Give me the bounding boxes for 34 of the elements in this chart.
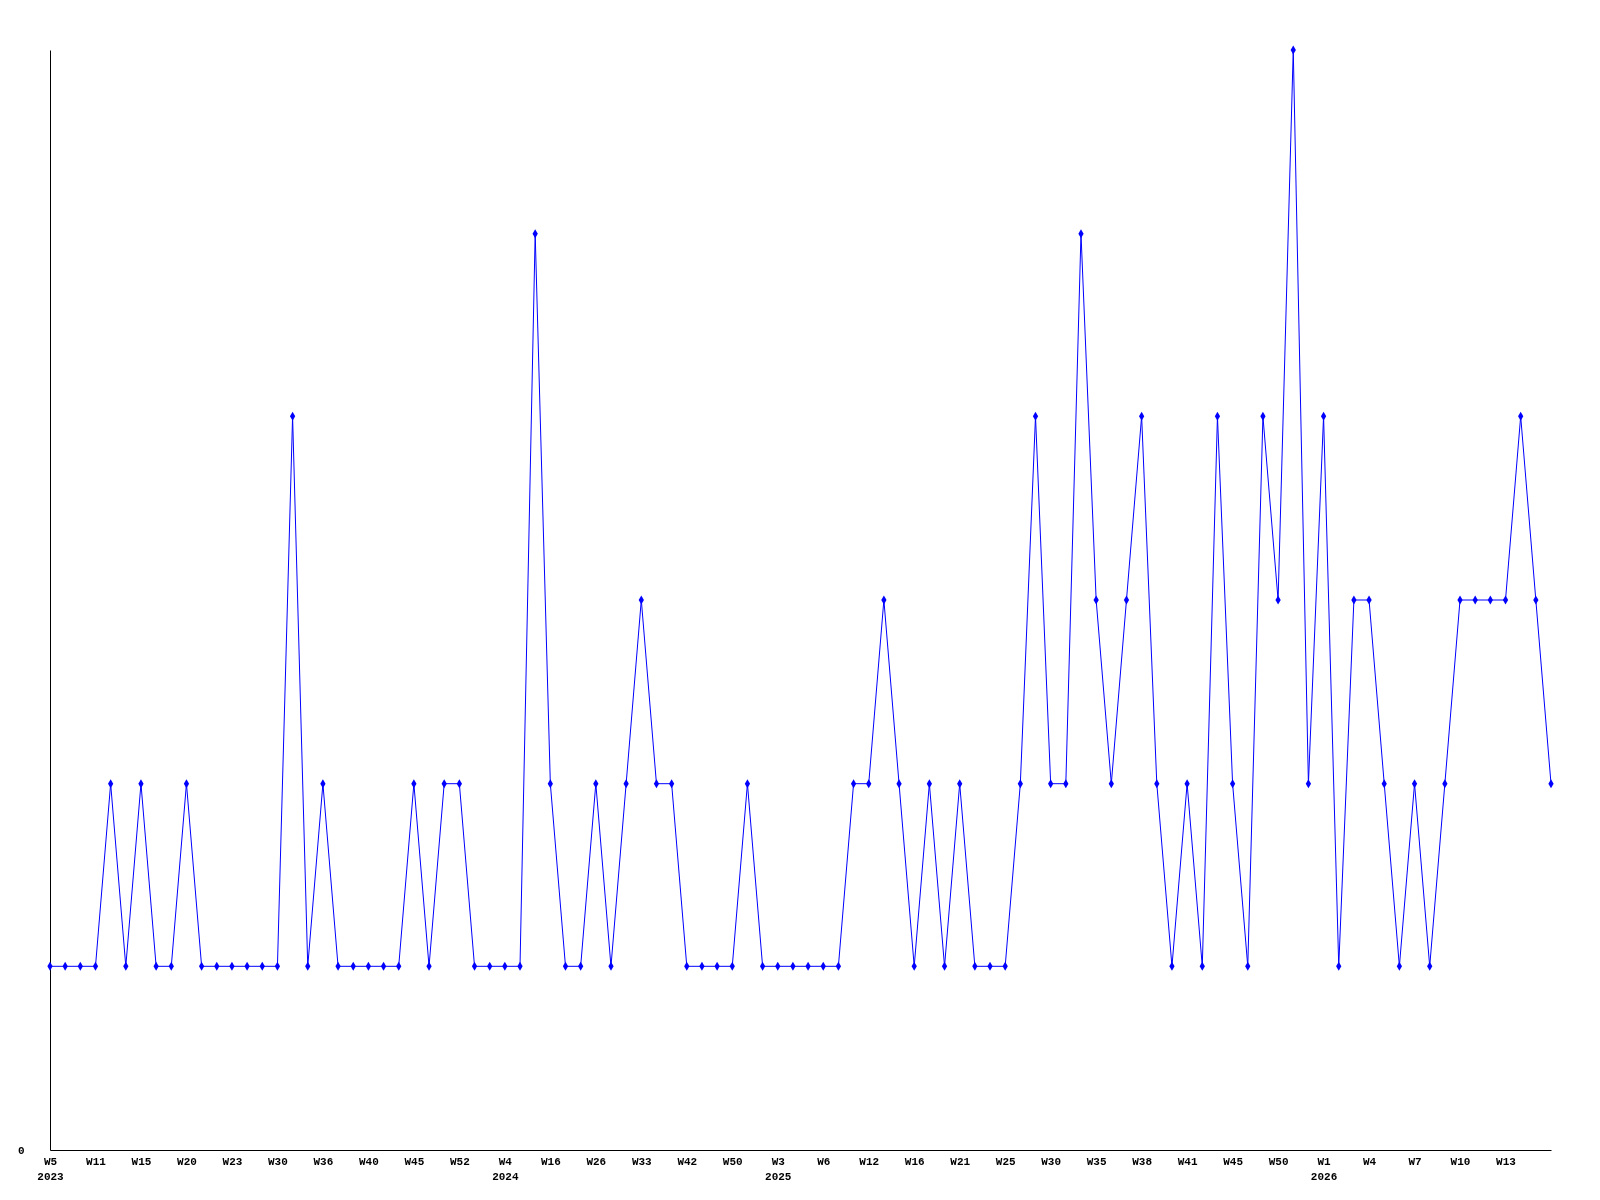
x-tick-label: W6 [817,1156,831,1168]
x-tick-label: W4 2024 [492,1156,519,1183]
text: 0 [18,1145,25,1157]
x-tick-label: W15 [131,1156,152,1168]
x-tick-label: W23 [222,1156,243,1168]
x-tick-label: W45 [404,1156,425,1168]
x-tick-label: W35 [1086,1156,1107,1168]
x-tick-label: W50 [1268,1156,1289,1168]
x-tick-label: W30 [268,1156,288,1168]
x-tick-label: W50 [722,1156,743,1168]
x-tick-label: W4 [1362,1156,1377,1168]
x-tick-label: W5 2023 [37,1156,65,1183]
x-tick-label: W20 [177,1156,197,1168]
x-tick-label: W13 [1496,1156,1517,1168]
x-tick-label: W12 [859,1156,880,1168]
x-tick-label: W16 [904,1156,925,1168]
x-tick-label: W38 [1132,1156,1153,1168]
x-tick-label: W1 2026 [1310,1156,1338,1183]
x-tick-label: W7 [1408,1156,1422,1168]
x-tick-label: W40 [358,1156,379,1168]
x-tick-label: W30 [1041,1156,1062,1168]
x-tick-label: W3 2025 [765,1156,792,1183]
x-tick-label: W25 [995,1156,1016,1168]
x-tick-label: W52 [449,1156,470,1168]
x-tick-label: W16 [540,1156,561,1168]
x-tick-label: W45 [1223,1156,1244,1168]
x-tick-label: W21 [950,1156,971,1168]
x-tick-label: W10 [1450,1156,1471,1168]
x-tick-label: W33 [631,1156,653,1168]
x-tick-label: W26 [586,1156,607,1168]
x-tick-label: W11 [86,1156,107,1168]
x-tick-label: W41 [1177,1156,1198,1168]
x-tick-label: W36 [313,1156,334,1168]
x-tick-label: W42 [677,1156,698,1168]
